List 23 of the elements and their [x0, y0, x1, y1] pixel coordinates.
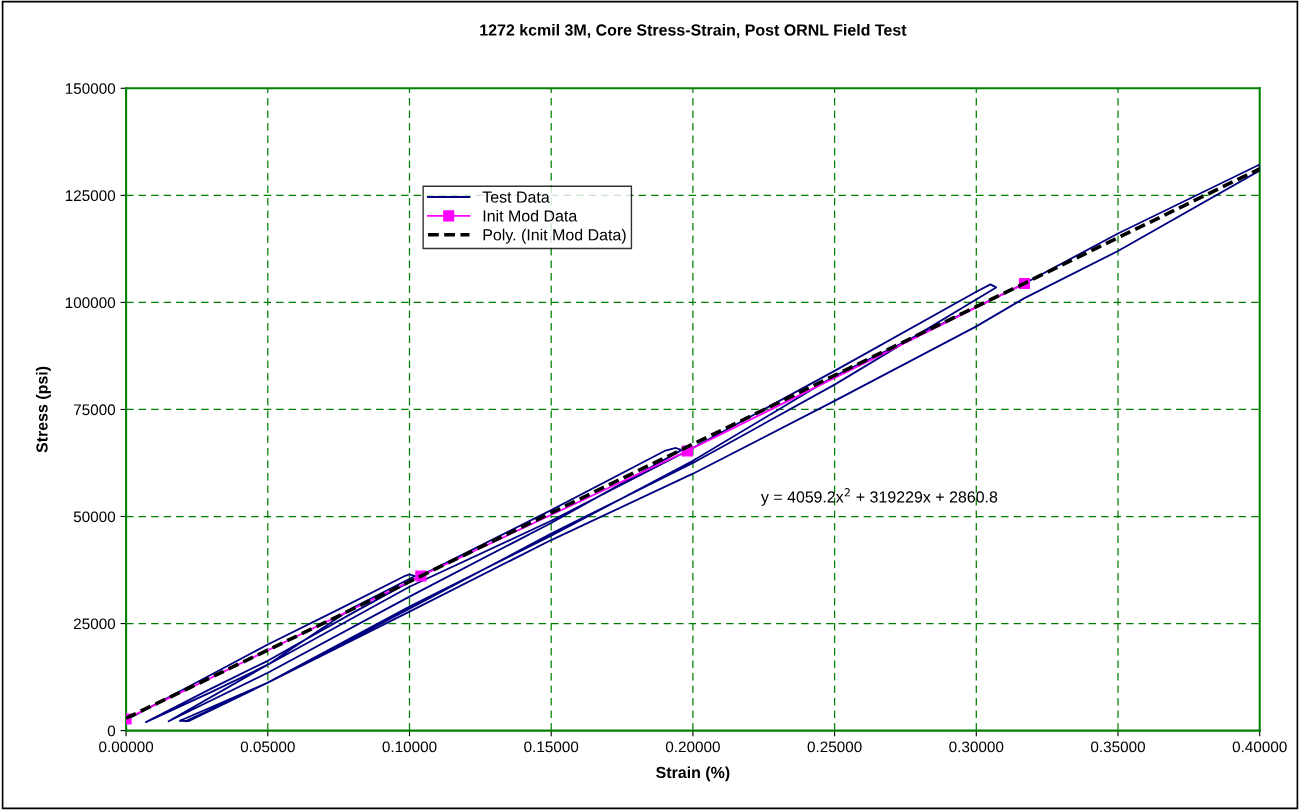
legend-label: Test Data — [482, 191, 550, 203]
y-axis-title: Stress (psi) — [35, 366, 51, 453]
x-tick-label: 0.40000 — [1232, 741, 1287, 753]
x-tick-label: 0.30000 — [949, 741, 1004, 753]
x-tick-label: 0.25000 — [807, 741, 862, 753]
x-tick-label: 0.35000 — [1090, 741, 1146, 753]
y-tick-label: 75000 — [73, 404, 116, 416]
x-tick-label: 0.20000 — [665, 741, 720, 753]
legend-label: Poly. (Init Mod Data) — [483, 228, 626, 244]
x-axis-title: Strain (%) — [656, 766, 730, 782]
y-tick-label: 125000 — [65, 190, 116, 202]
x-tick-label: 0.15000 — [524, 741, 579, 753]
x-tick-label: 0.10000 — [382, 741, 437, 753]
y-tick-label: 25000 — [73, 618, 116, 630]
x-tick-label: 0.05000 — [240, 741, 295, 753]
legend-label: Init Mod Data — [483, 209, 578, 222]
x-tick-label: 0.00000 — [99, 741, 154, 753]
y-tick-label: 100000 — [65, 297, 116, 309]
y-tick-label: 50000 — [73, 511, 116, 523]
annotation: y = 4059.2x$^{2}$ + 319229x + 2860.8 — [760, 488, 998, 506]
y-tick-label: 0 — [107, 725, 116, 737]
y-tick-label: 150000 — [65, 83, 116, 94]
chart-title: 1272 kcmil 3M, Core Stress-Strain, Post ORNL Field Test — [480, 23, 907, 38]
